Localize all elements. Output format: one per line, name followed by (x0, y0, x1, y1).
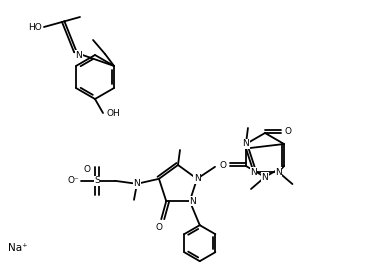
Text: N: N (250, 168, 257, 177)
Text: O: O (285, 127, 292, 137)
Text: Na⁺: Na⁺ (8, 243, 28, 253)
Text: N: N (262, 173, 268, 181)
Text: N: N (189, 197, 196, 206)
Text: O: O (84, 165, 91, 174)
Text: N: N (194, 174, 201, 183)
Text: O: O (156, 223, 163, 232)
Text: N: N (243, 140, 249, 148)
Text: N: N (75, 50, 83, 59)
Text: N: N (134, 179, 140, 188)
Text: S: S (94, 176, 100, 185)
Text: O⁻: O⁻ (67, 176, 79, 185)
Text: OH: OH (106, 109, 120, 117)
Text: HO: HO (28, 22, 42, 32)
Text: N: N (275, 168, 282, 177)
Text: O: O (219, 160, 226, 170)
